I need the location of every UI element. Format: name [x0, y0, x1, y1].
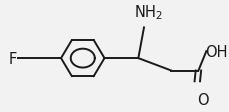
Text: NH$_2$: NH$_2$ [134, 3, 162, 22]
Text: O: O [196, 92, 208, 107]
Text: F: F [8, 51, 16, 66]
Text: OH: OH [204, 44, 227, 59]
